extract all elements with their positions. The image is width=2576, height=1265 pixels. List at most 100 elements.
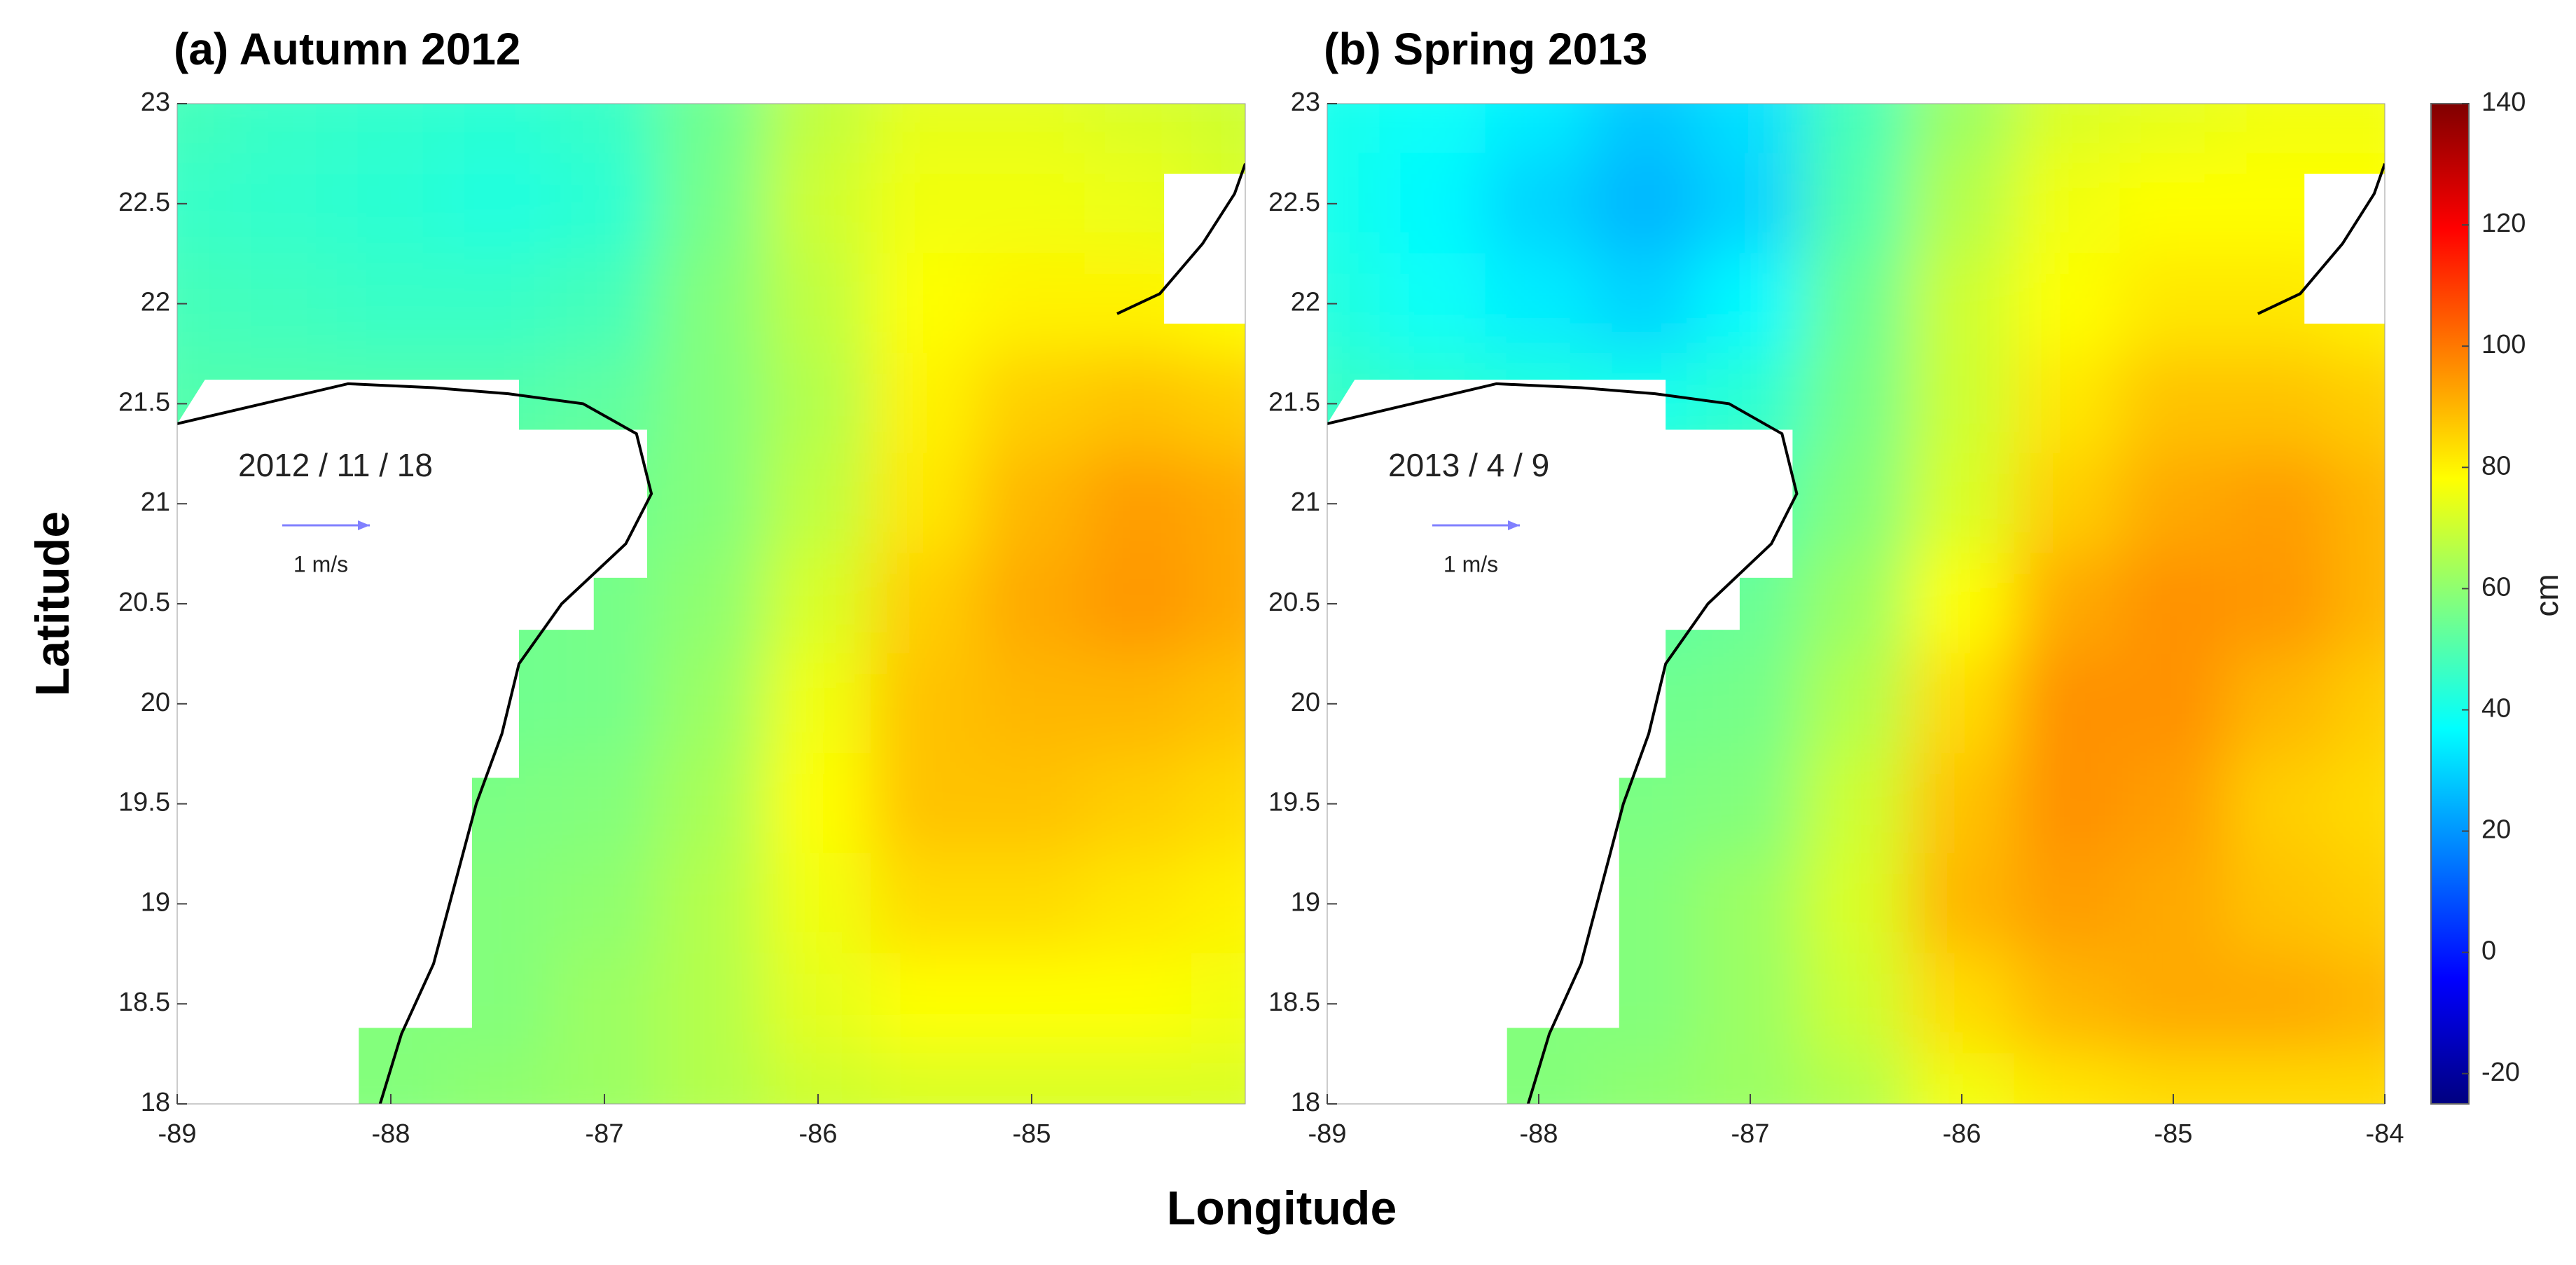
field-cell	[2225, 853, 2333, 955]
field-cell	[550, 653, 659, 755]
field-cell	[1696, 753, 1804, 855]
x-tick-label: -85	[2154, 1119, 2193, 1149]
field-cell	[550, 753, 659, 855]
field-cell	[2225, 553, 2333, 655]
field-cell	[2331, 1053, 2385, 1104]
x-tick-label: -86	[1943, 1119, 1981, 1149]
field-cell	[763, 853, 873, 955]
date-label: 2013 / 4 / 9	[1388, 447, 1549, 483]
colorbar-tick-label: 0	[2481, 936, 2496, 966]
field-cell	[1908, 753, 2016, 855]
field-cell	[2014, 253, 2121, 354]
field-cell	[1802, 853, 1910, 955]
field-cell	[2331, 452, 2385, 555]
x-tick-label: -89	[1308, 1119, 1347, 1149]
field-cell	[1191, 753, 1245, 855]
field-cell	[2225, 353, 2333, 455]
field-cell	[2119, 853, 2227, 955]
field-cell	[550, 953, 659, 1055]
field-cell	[1908, 104, 2016, 155]
field-cell	[2014, 104, 2121, 155]
field-cell	[2225, 653, 2333, 755]
field-cell	[1084, 953, 1193, 1055]
field-cell	[1696, 253, 1804, 354]
field-cell	[1908, 452, 2016, 555]
y-tick-label: 22.5	[1268, 188, 1320, 217]
field-cell	[1191, 104, 1245, 155]
field-cell	[657, 353, 766, 455]
field-cell	[2225, 1053, 2333, 1104]
field-cell	[1084, 104, 1193, 155]
field-cell	[1591, 104, 1698, 155]
panel-title: (a) Autumn 2012	[174, 24, 521, 74]
field-cell	[1084, 452, 1193, 555]
field-cell	[1802, 253, 1910, 354]
y-tick-label: 18	[1291, 1088, 1320, 1117]
field-cell	[336, 153, 445, 255]
field-cell	[763, 253, 873, 354]
field-cell	[1084, 1053, 1193, 1104]
field-cell	[2014, 853, 2121, 955]
panel-title: (b) Spring 2013	[1324, 24, 1647, 74]
field-cell	[763, 953, 873, 1055]
field-cell	[1908, 953, 2016, 1055]
field-cell	[657, 1053, 766, 1104]
field-cell	[871, 653, 979, 755]
field-cell	[1485, 153, 1593, 255]
field-cell	[871, 153, 979, 255]
field-cell	[2119, 452, 2227, 555]
y-tick-label: 21	[141, 488, 170, 517]
field-cell	[443, 153, 552, 255]
field-cell	[763, 353, 873, 455]
field-cell	[657, 853, 766, 955]
field-cell	[2014, 353, 2121, 455]
map-panel	[1327, 104, 2385, 1104]
field-cell	[871, 953, 979, 1055]
field-cell	[2225, 104, 2333, 155]
field-cell	[1591, 153, 1698, 255]
field-cell	[1379, 104, 1487, 155]
field-cell	[657, 653, 766, 755]
field-cell	[977, 104, 1086, 155]
field-cell	[336, 253, 445, 354]
field-cell	[1191, 452, 1245, 555]
field-cell	[2119, 104, 2227, 155]
colorbar-tick-label: 20	[2481, 815, 2511, 845]
field-cell	[657, 153, 766, 255]
y-tick-label: 18.5	[118, 988, 170, 1017]
field-cell	[2014, 953, 2121, 1055]
colorbar-tick-label: -20	[2481, 1058, 2520, 1087]
field-cell	[1802, 153, 1910, 255]
field-cell	[1802, 753, 1910, 855]
field-cell	[2014, 653, 2121, 755]
y-tick-label: 22	[1291, 288, 1320, 317]
field-cell	[1802, 553, 1910, 655]
field-cell	[1908, 853, 2016, 955]
field-cell	[1908, 253, 2016, 354]
field-cell	[977, 753, 1086, 855]
field-cell	[1379, 153, 1487, 255]
field-cell	[763, 653, 873, 755]
y-tick-label: 20	[141, 688, 170, 717]
field-cell	[871, 753, 979, 855]
field-cell	[177, 104, 232, 155]
coastline	[1327, 382, 1799, 1104]
scale-arrow-head	[1508, 520, 1520, 530]
colorbar-tick-label: 80	[2481, 451, 2511, 481]
field-cell	[1191, 653, 1245, 755]
field-cell	[2331, 953, 2385, 1055]
map-panel	[177, 104, 1245, 1104]
y-tick-label: 19.5	[118, 788, 170, 817]
field-cell	[2225, 953, 2333, 1055]
field-cell	[2119, 953, 2227, 1055]
field-cell	[1908, 553, 2016, 655]
field-cell	[1191, 953, 1245, 1055]
field-cell	[1696, 853, 1804, 955]
y-tick-label: 22	[141, 288, 170, 317]
field-cell	[1084, 853, 1193, 955]
field-cell	[1191, 1053, 1245, 1104]
field-cell	[2225, 753, 2333, 855]
field-cell	[977, 452, 1086, 555]
field-cell	[871, 1053, 979, 1104]
field-cell	[2119, 653, 2227, 755]
